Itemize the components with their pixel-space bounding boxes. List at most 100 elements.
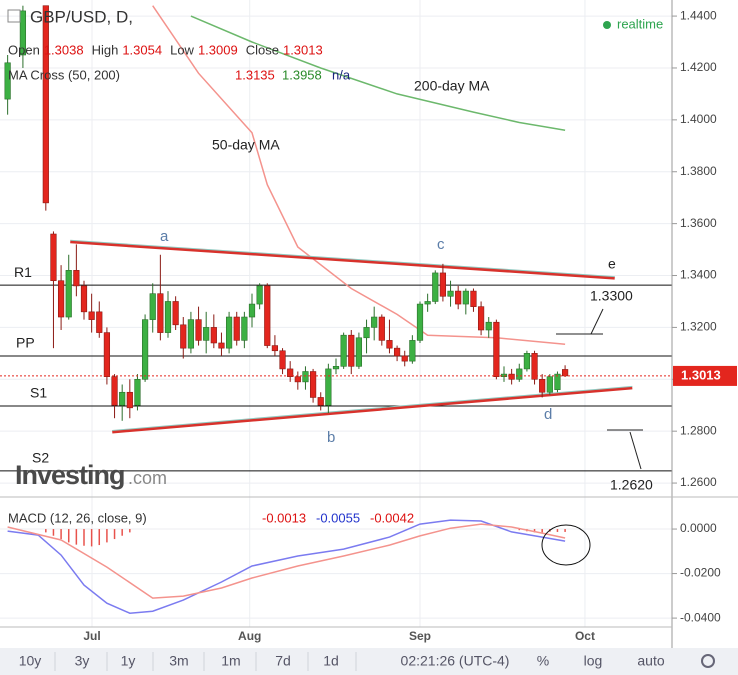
range-button[interactable]: 1m [221,653,240,669]
candle-body [447,290,454,297]
candle-body [309,371,317,398]
ohlc-label: Close [246,42,279,57]
candle-body [149,293,156,320]
annotation: 1.2620 [610,477,653,493]
macd-label: MACD (12, 26, close, 9) [8,510,147,525]
annotation: e [608,256,616,272]
candle-body [50,233,57,282]
y-tick-label: -0.0200 [680,566,721,580]
range-button[interactable]: 10y [19,653,42,669]
pivot-label: S2 [32,450,49,466]
macd-value: -0.0042 [370,510,414,525]
candle-body [180,324,187,349]
option-button[interactable]: auto [637,653,664,669]
toolbar [0,648,738,675]
moving-average [152,5,566,346]
pivot-label: R1 [14,264,32,280]
candle-body [531,353,538,380]
option-button[interactable]: % [537,653,549,669]
candle-body [4,62,11,100]
range-button[interactable]: 1d [323,653,339,669]
candle-body [424,301,431,305]
candle-body [561,369,569,377]
candle-body [348,334,355,367]
candle-body [73,270,80,287]
realtime-dot [603,21,611,29]
candle-body [409,340,416,362]
annotation: c [437,236,445,253]
indicator-label: MA Cross (50, 200) [8,67,120,82]
annotation: b [327,429,335,446]
candle-body [363,327,370,339]
highlight-circle [541,524,591,566]
candle-body [317,397,324,406]
x-tick-label: Jul [83,629,100,643]
trendline-highlight [70,239,615,278]
candle-body [134,378,141,406]
y-tick-label: 1.3800 [680,164,717,178]
candle-body [96,311,103,333]
candle-body [141,319,149,380]
option-button[interactable]: log [584,653,603,669]
x-tick-label: Aug [238,629,261,643]
candle-body [401,355,408,362]
macd-line [7,523,566,599]
candle-body [248,303,256,318]
watermark-suffix: .com [128,468,167,488]
annotation-pointer [629,431,642,470]
candle-body [378,316,385,341]
pivot-label: PP [16,335,35,351]
candle-body [187,319,195,349]
y-tick-label: 0.0000 [680,521,717,535]
ohlc-value: 1.3038 [44,42,84,57]
last-price-label: 1.3013 [681,367,721,382]
clock: 02:21:26 (UTC-4) [401,653,510,669]
candle-body [516,368,523,380]
ohlc-label: Open [8,42,40,57]
candle-body [126,391,133,409]
candle-body [111,376,118,406]
symbol-icon[interactable] [7,9,21,23]
candle-body [256,285,263,305]
y-tick-label: 1.4400 [680,8,717,22]
x-tick-label: Oct [575,629,595,643]
ohlc-label: High [92,42,119,57]
indicator-value: 1.3958 [282,67,322,82]
candle-body [500,373,508,377]
candle-body [340,334,347,367]
candle-body [103,332,111,377]
trendline [112,386,633,434]
range-button[interactable]: 3y [75,653,90,669]
candle-body [225,316,233,349]
trendline-highlight [112,385,633,431]
candle-body [355,337,363,367]
candle-body [80,285,88,313]
annotation-pointer [590,308,604,335]
candle-body [19,10,27,56]
candle-body [455,290,462,305]
macd-value: -0.0013 [262,510,306,525]
candle-body [241,316,248,341]
candle-body [164,301,172,333]
y-tick-label: 1.3600 [680,216,717,230]
range-button[interactable]: 3m [169,653,188,669]
candle-body [546,376,553,393]
ohlc-value: 1.3009 [198,42,238,57]
watermark: Investing [15,460,125,490]
ohlc-label: Low [170,42,194,57]
trendline [70,240,615,280]
range-button[interactable]: 7d [275,653,291,669]
candle-body [287,368,294,377]
macd-value: -0.0055 [316,510,360,525]
candle-body [325,368,332,406]
candle-body [508,373,515,380]
annotation: a [160,228,169,245]
y-tick-label: 1.2600 [680,475,717,489]
candle-body [42,5,49,204]
annotation: 1.3300 [590,288,633,304]
range-button[interactable]: 1y [121,653,136,669]
candle-body [264,285,271,346]
settings-button[interactable] [701,654,715,668]
candle-body [485,321,492,331]
